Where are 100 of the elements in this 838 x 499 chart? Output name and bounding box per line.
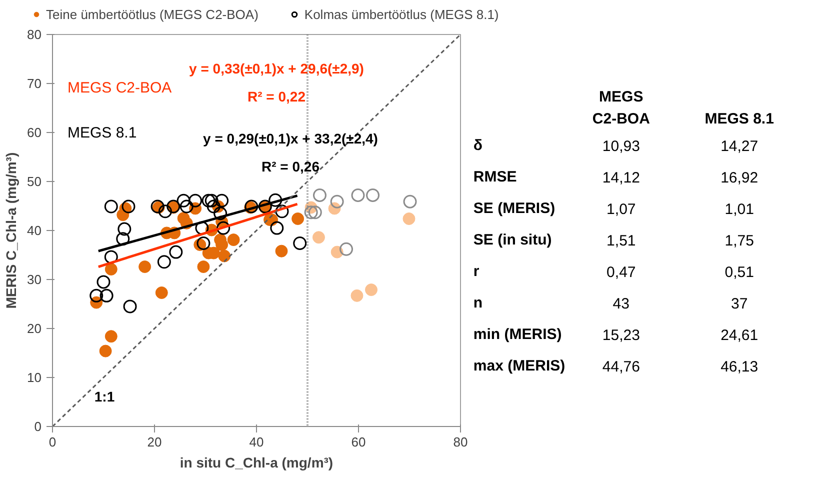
text: 0,51 xyxy=(724,264,754,281)
text: 16,92 xyxy=(720,170,758,186)
text: 44,76 xyxy=(602,358,640,376)
text: n xyxy=(473,294,483,312)
point xyxy=(312,188,326,202)
text: 1,51 xyxy=(606,232,636,250)
annotation: R² = 0,22 xyxy=(248,88,306,104)
point xyxy=(104,330,118,343)
point xyxy=(270,221,284,235)
point xyxy=(118,222,132,236)
point xyxy=(215,194,229,208)
text: 1,01 xyxy=(724,201,754,218)
text: 0,47 xyxy=(606,264,636,281)
point xyxy=(206,200,220,214)
point xyxy=(365,284,378,296)
y-axis-title: MERIS C_Chl-a (mg/m³) xyxy=(3,152,20,309)
point xyxy=(312,231,325,244)
text: SE (in situ) xyxy=(473,232,552,248)
point xyxy=(330,246,344,258)
text: 1,07 xyxy=(606,201,636,218)
text: SE (MERIS) xyxy=(473,200,556,217)
y-tick-label: 60 xyxy=(27,125,42,140)
y-tick-label: 80 xyxy=(27,27,42,42)
point xyxy=(268,193,282,207)
point xyxy=(138,260,152,273)
point xyxy=(402,212,416,225)
x-tick-label: 0 xyxy=(48,434,56,450)
text: δ xyxy=(473,137,483,154)
point xyxy=(204,194,218,208)
point xyxy=(155,286,168,299)
point xyxy=(197,260,210,273)
point xyxy=(304,206,318,220)
point xyxy=(196,236,210,250)
y-tick-label: 50 xyxy=(27,174,42,189)
text: MEGS 8.1 xyxy=(68,124,137,142)
y-tick-label: 30 xyxy=(27,272,42,287)
point xyxy=(195,221,209,235)
text: 43 xyxy=(612,296,630,312)
text: 10,93 xyxy=(602,138,640,155)
point xyxy=(366,188,380,202)
annotation: y = 0,33(±0,1)x + 29,6(±2,9) xyxy=(189,60,364,76)
point xyxy=(216,221,230,235)
annotation: y = 0,29(±0,1)x + 33,2(±2,4) xyxy=(203,130,378,146)
point xyxy=(202,194,216,208)
point xyxy=(180,200,194,214)
y-tick-label: 70 xyxy=(27,76,42,91)
point xyxy=(275,204,289,218)
point xyxy=(104,262,118,276)
point xyxy=(158,204,172,218)
text: 37 xyxy=(730,296,748,312)
point xyxy=(169,245,183,259)
point xyxy=(123,300,137,314)
y-tick-label: 20 xyxy=(27,321,42,336)
x-tick-label: 40 xyxy=(249,434,264,450)
point xyxy=(340,242,354,256)
point xyxy=(157,255,171,269)
text: 46,13 xyxy=(720,358,758,376)
point xyxy=(275,244,288,258)
x-axis-title: in situ C_Chl-a (mg/m³) xyxy=(180,454,334,470)
point xyxy=(116,232,130,246)
y-tick-label: 10 xyxy=(27,370,42,385)
point xyxy=(104,200,118,214)
point xyxy=(214,206,228,220)
y-tick-label: 40 xyxy=(27,223,42,238)
point xyxy=(99,344,112,358)
text: min (MERIS) xyxy=(473,326,562,343)
text: MEGS C2-BOA xyxy=(592,88,650,128)
point xyxy=(292,212,304,225)
point xyxy=(227,234,240,246)
point xyxy=(351,188,365,202)
point xyxy=(330,194,344,208)
point xyxy=(90,288,104,302)
x-tick-label: 80 xyxy=(453,434,468,450)
x-tick-label: 20 xyxy=(147,434,162,450)
legend-label: Teine ümbertöötlus (MEGS C2-BOA) xyxy=(46,6,258,22)
point xyxy=(176,194,190,208)
point xyxy=(122,200,136,214)
point xyxy=(308,206,322,220)
text: max (MERIS) xyxy=(473,358,566,374)
point xyxy=(403,194,417,208)
point xyxy=(350,289,364,302)
text: 14,12 xyxy=(602,170,640,186)
text: RMSE xyxy=(473,168,517,186)
legend-label: Kolmas ümbertöötlus (MEGS 8.1) xyxy=(304,6,499,22)
point xyxy=(100,288,114,302)
text: MEGS C2-BOA xyxy=(68,80,172,96)
x-tick-label: 60 xyxy=(351,434,366,450)
point xyxy=(218,250,231,262)
y-tick-label: 0 xyxy=(34,419,42,434)
annotation: R² = 0,26 xyxy=(262,158,320,174)
point xyxy=(293,236,307,250)
point xyxy=(96,275,110,289)
text: 14,27 xyxy=(720,138,758,155)
text: MEGS 8.1 xyxy=(704,110,774,128)
text: 1,75 xyxy=(724,232,754,250)
text: 24,61 xyxy=(720,327,758,344)
point xyxy=(188,194,202,208)
annotation: 1:1 xyxy=(94,388,115,404)
text: r xyxy=(473,263,480,280)
text: 15,23 xyxy=(602,327,640,344)
